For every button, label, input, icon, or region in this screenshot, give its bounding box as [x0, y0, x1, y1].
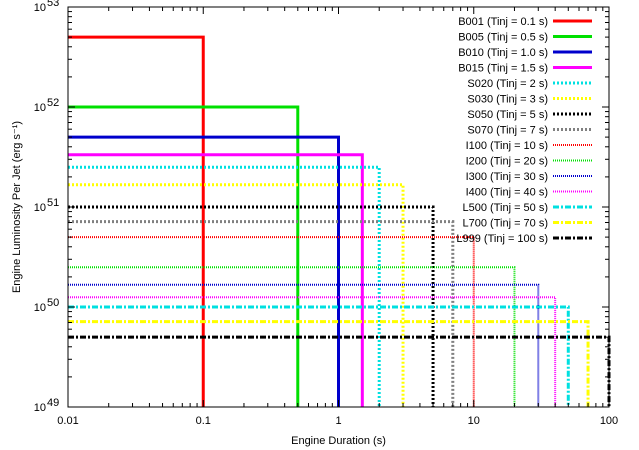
series-line [68, 320, 590, 407]
y-tick-exponent: 49 [47, 397, 59, 409]
series-line [68, 135, 340, 407]
series-line [68, 220, 455, 407]
x-tick-label: 0.1 [196, 415, 211, 427]
y-tick-exponent: 50 [47, 297, 59, 309]
y-tick-label: 10 [34, 202, 46, 214]
legend-label: L700 (Tinj = 70 s) [463, 218, 549, 230]
x-tick-labels: 0.01 0.1 1 10 100 [57, 415, 618, 427]
y-tick-exponent: 53 [47, 0, 59, 9]
x-tick-label: 1 [335, 415, 341, 427]
x-tick-label: 10 [468, 415, 480, 427]
legend-label: B010 (Tinj = 1.0 s) [458, 47, 548, 59]
series-line [68, 283, 540, 407]
x-tick-label: 100 [600, 415, 618, 427]
x-tick-label: 0.01 [57, 415, 78, 427]
legend-label: I200 (Tinj = 20 s) [466, 156, 548, 168]
x-axis-label: Engine Duration (s) [291, 435, 386, 447]
legend-label: B001 (Tinj = 0.1 s) [458, 16, 548, 28]
y-tick-exponent: 52 [47, 97, 59, 109]
legend: B001 (Tinj = 0.1 s) B005 (Tinj = 0.5 s) B0… [456, 16, 592, 245]
legend-label: I400 (Tinj = 40 s) [466, 187, 548, 199]
series-line [68, 153, 364, 407]
legend-label: I100 (Tinj = 10 s) [466, 140, 548, 152]
series-line [68, 35, 205, 407]
y-tick-label: 10 [34, 102, 46, 114]
series-line [68, 266, 516, 407]
legend-label: S020 (Tinj = 2 s) [467, 78, 548, 90]
ticks-layer [67, 7, 609, 408]
legend-label: B005 (Tinj = 0.5 s) [458, 32, 548, 44]
y-axis-label: Engine Luminosity Per Jet (erg s⁻¹) [11, 121, 23, 293]
legend-label: I300 (Tinj = 30 s) [466, 171, 548, 183]
y-tick-label: 10 [34, 2, 46, 14]
series-line [68, 305, 570, 407]
y-tick-exponent: 51 [47, 197, 59, 209]
series-line [68, 205, 435, 407]
series-line [68, 165, 381, 407]
legend-label: B015 (Tinj = 1.5 s) [458, 63, 548, 75]
y-tick-label: 10 [34, 302, 46, 314]
series-line [68, 296, 557, 407]
legend-label: L500 (Tinj = 50 s) [463, 202, 549, 214]
legend-label: S030 (Tinj = 3 s) [467, 94, 548, 106]
series-line [68, 183, 405, 407]
series-line [68, 105, 300, 407]
legend-label: L999 (Tinj = 100 s) [456, 233, 548, 245]
y-tick-label: 10 [34, 402, 46, 414]
legend-label: S050 (Tinj = 5 s) [467, 109, 548, 121]
legend-label: S070 (Tinj = 7 s) [467, 125, 548, 137]
